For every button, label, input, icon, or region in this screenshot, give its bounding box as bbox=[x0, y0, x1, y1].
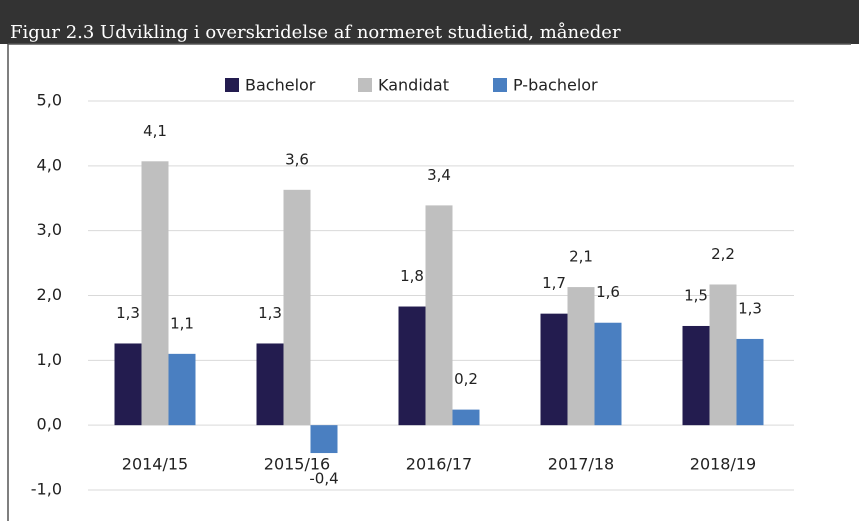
legend-label: Bachelor bbox=[245, 76, 316, 95]
data-label: 1,3 bbox=[738, 299, 762, 317]
legend-swatch bbox=[358, 78, 372, 92]
bar bbox=[425, 205, 453, 426]
bar bbox=[682, 325, 710, 426]
y-tick-label: 4,0 bbox=[37, 155, 62, 174]
data-label: 1,3 bbox=[116, 304, 140, 322]
data-label: 2,2 bbox=[711, 245, 735, 263]
y-tick-label: 2,0 bbox=[37, 285, 62, 304]
x-tick-label: 2014/15 bbox=[122, 455, 188, 474]
data-label: 3,6 bbox=[285, 150, 309, 168]
data-label: 2,1 bbox=[569, 248, 593, 266]
data-label: 1,3 bbox=[258, 304, 282, 322]
bar bbox=[709, 284, 737, 426]
data-label: 1,8 bbox=[400, 267, 424, 285]
data-label: 1,7 bbox=[542, 274, 566, 292]
bar bbox=[567, 287, 595, 426]
bar bbox=[398, 306, 426, 426]
title-banner bbox=[0, 0, 859, 44]
x-tick-label: 2018/19 bbox=[690, 455, 756, 474]
bar bbox=[256, 343, 284, 426]
bar bbox=[310, 425, 338, 454]
chart-title: Figur 2.3 Udvikling i overskridelse af n… bbox=[10, 21, 621, 43]
data-label: -0,4 bbox=[309, 470, 338, 488]
y-tick-label: 3,0 bbox=[37, 220, 62, 239]
x-tick-label: 2016/17 bbox=[406, 455, 472, 474]
data-label: 0,2 bbox=[454, 370, 478, 388]
bar bbox=[540, 313, 568, 426]
bar bbox=[736, 338, 764, 426]
data-label: 1,6 bbox=[596, 283, 620, 301]
bar bbox=[452, 409, 480, 426]
y-tick-label: -1,0 bbox=[31, 480, 62, 499]
data-label: 1,1 bbox=[170, 314, 194, 332]
legend-swatch bbox=[225, 78, 239, 92]
legend-label: P-bachelor bbox=[513, 76, 598, 95]
y-tick-label: 0,0 bbox=[37, 415, 62, 434]
legend-label: Kandidat bbox=[378, 76, 449, 95]
data-label: 4,1 bbox=[143, 122, 167, 140]
x-tick-label: 2015/16 bbox=[264, 455, 330, 474]
legend-swatch bbox=[493, 78, 507, 92]
y-tick-label: 5,0 bbox=[37, 91, 62, 110]
data-label: 3,4 bbox=[427, 166, 451, 184]
bar bbox=[141, 161, 169, 426]
bar bbox=[114, 343, 142, 426]
y-tick-label: 1,0 bbox=[37, 350, 62, 369]
bar bbox=[594, 322, 622, 426]
data-label: 1,5 bbox=[684, 286, 708, 304]
x-tick-label: 2017/18 bbox=[548, 455, 614, 474]
bar bbox=[168, 353, 196, 426]
bar bbox=[283, 189, 311, 426]
